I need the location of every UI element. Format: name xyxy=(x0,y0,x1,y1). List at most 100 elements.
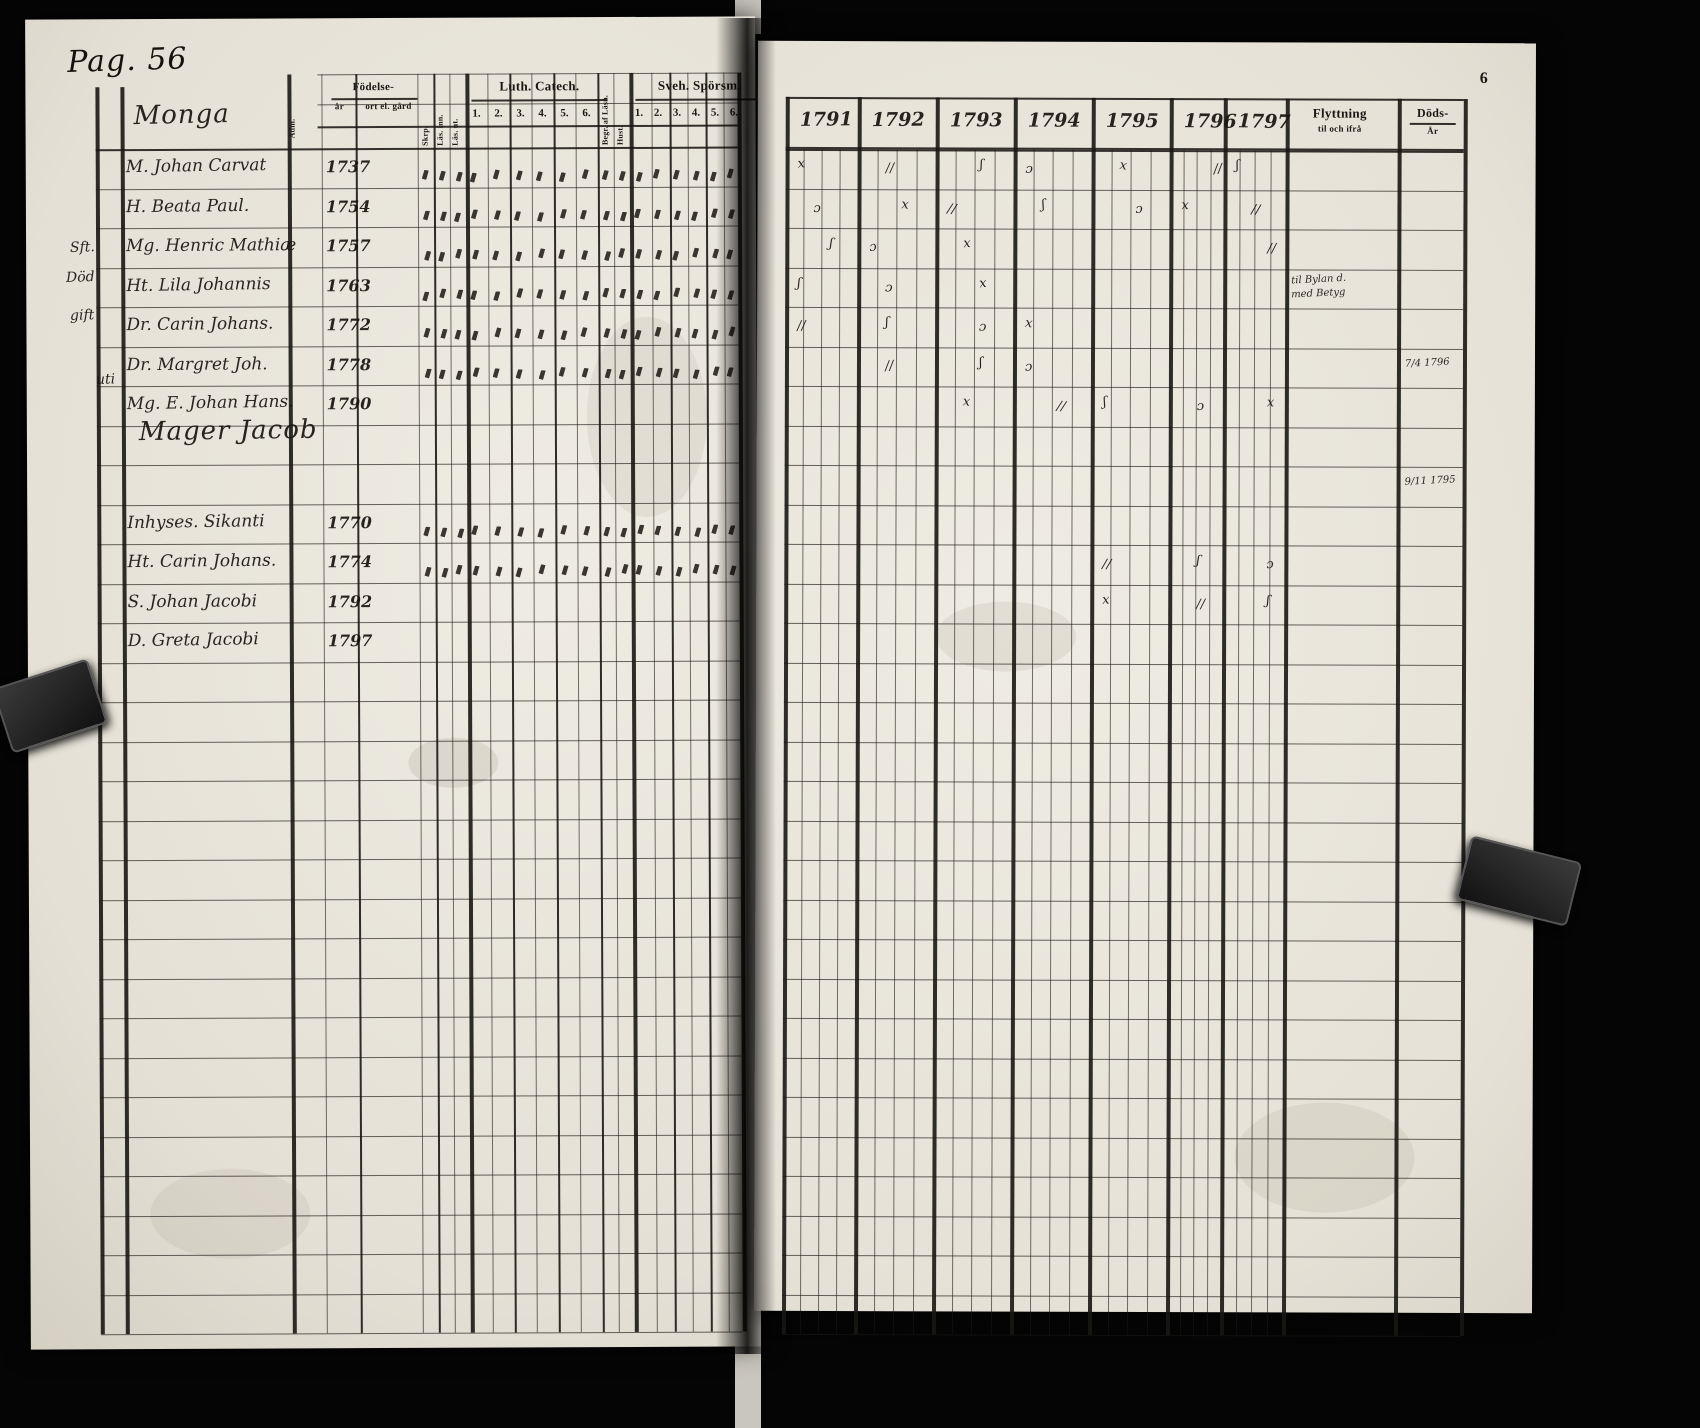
column-rule xyxy=(629,72,639,1332)
row-rule xyxy=(96,225,739,230)
catechism-tick-mark xyxy=(675,567,682,577)
column-rule xyxy=(449,73,456,1333)
catechism-tick-mark xyxy=(581,250,588,260)
row-birth-year: 1770 xyxy=(327,512,372,532)
catechism-tick-mark xyxy=(457,528,464,538)
row-person-name: H. Beata Paul. xyxy=(125,195,250,217)
row-rule xyxy=(100,1212,743,1217)
year-column-rule xyxy=(1219,98,1228,1336)
catechism-tick-mark xyxy=(537,212,544,222)
catechism-tick-mark xyxy=(605,369,612,379)
catechism-tick-mark xyxy=(440,527,447,537)
row-birth-year: 1772 xyxy=(326,315,372,335)
row-rule xyxy=(99,1094,742,1099)
row-person-name: Ht. Carin Johans. xyxy=(127,550,277,573)
catechism-tick-mark xyxy=(537,329,544,339)
village-heading: Monga xyxy=(133,99,231,132)
catechism-tick-mark xyxy=(691,329,698,339)
row-person-name: D. Greta Jacobi xyxy=(127,629,259,652)
death-annotation: 7/4 1796 xyxy=(1404,356,1450,370)
attendance-mark: ʃ xyxy=(1265,592,1271,609)
column-rule xyxy=(687,72,694,1332)
row-person-name: S. Johan Jacobi xyxy=(127,590,258,612)
attendance-mark: ɔ xyxy=(1025,161,1034,178)
catechism-tick-mark xyxy=(493,368,500,378)
catechism-tick-mark xyxy=(423,210,430,220)
row-rule xyxy=(96,383,739,388)
catechism-tick-mark xyxy=(456,172,463,182)
questions-number-row: 1.2.3.4.5.6. xyxy=(25,16,755,118)
catechism-tick-mark xyxy=(673,368,680,378)
catechism-tick-mark xyxy=(439,288,446,298)
column-number-label: 4. xyxy=(691,106,701,119)
catechism-tick-mark xyxy=(473,367,480,377)
catechism-tick-mark xyxy=(493,170,500,180)
catechism-tick-mark xyxy=(674,210,681,220)
row-rule xyxy=(783,899,1462,903)
catechism-tick-mark xyxy=(560,525,567,535)
row-rule xyxy=(100,1331,743,1336)
catechism-tick-mark xyxy=(619,288,626,298)
row-birth-year: 1797 xyxy=(327,631,373,651)
catechism-tick-mark xyxy=(536,289,543,299)
attendance-mark: // xyxy=(1267,241,1277,257)
catechism-tick-mark xyxy=(694,527,701,537)
catechism-tick-mark xyxy=(438,252,445,262)
header-move-subtitle: til och ifrå xyxy=(1317,123,1362,134)
catechism-tick-mark xyxy=(456,370,463,380)
attendance-mark: ʃ xyxy=(1040,196,1046,213)
catechism-tick-mark xyxy=(619,369,626,379)
right-page-grid xyxy=(758,41,1536,1337)
catechism-tick-mark xyxy=(693,288,700,298)
catechism-tick-mark xyxy=(653,169,660,179)
row-person-name: M. Johan Carvat xyxy=(125,155,267,178)
catechism-tick-mark xyxy=(581,566,588,576)
row-rule xyxy=(783,820,1462,824)
catechism-tick-mark xyxy=(673,287,680,297)
row-rule xyxy=(782,1096,1461,1100)
column-rule xyxy=(651,72,658,1332)
paper-stain xyxy=(150,1168,311,1260)
row-birth-year: 1754 xyxy=(325,196,371,216)
row-birth-year: 1792 xyxy=(327,591,373,611)
catechism-tick-mark xyxy=(440,329,447,339)
catechism-tick-mark xyxy=(559,172,566,182)
attendance-mark: ʃ xyxy=(885,315,889,331)
attendance-mark: // xyxy=(884,357,895,374)
catechism-tick-mark xyxy=(516,369,523,379)
year-column-headers: 1791 1792 1793 1794 1795 1796 1797 xyxy=(758,41,1536,133)
catechism-tick-mark xyxy=(515,251,522,261)
catechism-tick-mark xyxy=(514,211,521,221)
catechism-tick-mark xyxy=(495,567,502,577)
catechism-tick-mark xyxy=(621,564,628,574)
attendance-mark: ɔ xyxy=(884,279,894,296)
row-rule xyxy=(782,1017,1461,1021)
attendance-mark: x xyxy=(1118,157,1128,174)
catechism-tick-mark xyxy=(471,209,478,219)
catechism-tick-mark xyxy=(559,367,566,377)
catechism-tick-mark xyxy=(515,567,522,577)
catechism-tick-mark xyxy=(582,169,589,179)
catechism-tick-mark xyxy=(439,369,446,379)
right-page-annotations: til Bylan d. med Betyg 7/4 1796 9/11 1795 xyxy=(758,41,1536,488)
catechism-tick-mark xyxy=(561,565,568,575)
catechism-tick-mark xyxy=(580,327,587,337)
row-rule xyxy=(781,1333,1460,1337)
column-rule xyxy=(487,73,494,1333)
header-birth-group: Födelse- xyxy=(352,80,395,94)
row-rule xyxy=(784,662,1463,666)
catechism-tick-mark xyxy=(674,328,681,338)
catechism-tick-mark xyxy=(654,209,661,219)
left-page-grid xyxy=(25,16,755,1336)
catechism-tick-mark xyxy=(494,328,501,338)
death-annotation: 9/11 1795 xyxy=(1404,474,1456,488)
column-number-label: 5. xyxy=(560,107,569,120)
attendance-mark: // xyxy=(1196,596,1206,612)
catechism-tick-mark xyxy=(455,249,462,259)
header-move-title: Flyttning xyxy=(1312,105,1367,121)
attendance-mark: ɔ xyxy=(978,319,987,335)
attendance-mark: // xyxy=(946,200,957,217)
attendance-mark: ʃ xyxy=(978,354,983,370)
catechism-tick-mark xyxy=(582,368,589,378)
year-column-rule xyxy=(853,97,862,1335)
